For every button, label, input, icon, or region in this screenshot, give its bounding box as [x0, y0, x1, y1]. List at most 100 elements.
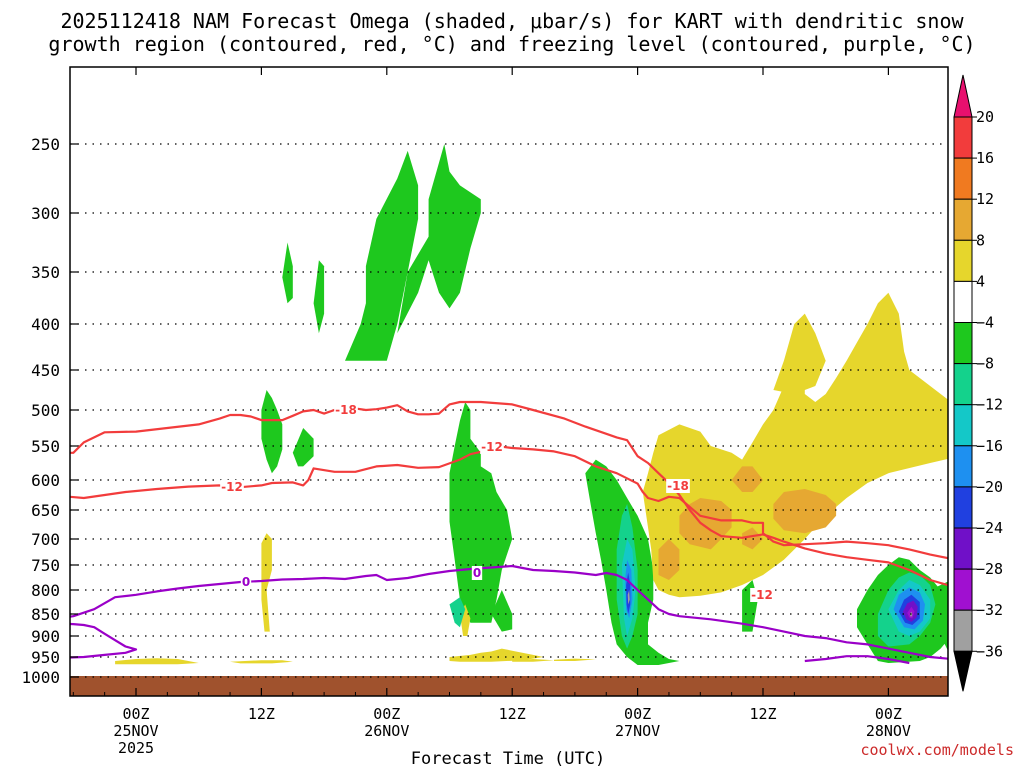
chart-title-line-1: 2025112418 NAM Forecast Omega (shaded, μ… [60, 9, 964, 33]
colorbar-swatch-3 [953, 198, 973, 241]
contour-label-bg [334, 403, 358, 417]
x-tick-label-0-1: 25NOV [113, 722, 158, 740]
omega-region-2 [345, 150, 419, 361]
omega-region-0 [282, 242, 293, 304]
contour-label-bg [220, 480, 244, 494]
contour-freezing [70, 564, 948, 660]
colorbar-swatch-5 [953, 280, 973, 323]
contour-label-bg [750, 588, 774, 602]
colorbar-label-4: 4 [976, 272, 985, 290]
omega-region-15 [449, 648, 544, 662]
omega-region-7 [491, 590, 513, 632]
omega-region-3 [397, 144, 481, 334]
x-tick-label-48-1: 27NOV [615, 722, 660, 740]
contour-label-zero-center: 0 [473, 566, 481, 580]
colorbar-label-8: −16 [976, 437, 1003, 455]
contour-label-bg [480, 440, 504, 454]
y-tick-label-750: 750 [31, 556, 60, 575]
colorbar-swatch-10 [953, 486, 973, 529]
y-tick-label-400: 400 [31, 315, 60, 334]
plot-frame [69, 66, 949, 697]
colorbar-swatch-7 [953, 363, 973, 406]
y-tick-label-700: 700 [31, 530, 60, 549]
contour-minus18 [70, 400, 948, 587]
colorbar-swatch-9 [953, 445, 973, 488]
x-tick-label-36-0: 12Z [499, 705, 526, 723]
colorbar-label-10: −24 [976, 519, 1003, 537]
colorbar-swatch-12 [953, 568, 973, 611]
contour-freezing-east [804, 655, 910, 665]
omega-region-6 [449, 402, 513, 623]
omega-region-19 [642, 292, 948, 598]
y-tick-label-900: 900 [31, 627, 60, 646]
colorbar-label-0: 20 [976, 108, 994, 126]
x-tick-label-0-0: 00Z [122, 705, 149, 723]
colorbar-label-12: −32 [976, 601, 1003, 619]
colorbar-label-6: −8 [976, 355, 994, 373]
ground-surface [70, 676, 948, 696]
colorbar-label-11: −28 [976, 560, 1003, 578]
contour-label-bg [666, 479, 690, 493]
contour-freezing-low [70, 622, 138, 659]
contour-label-minus12-west: -12 [221, 480, 243, 494]
y-tick-label-300: 300 [31, 204, 60, 223]
omega-region-20 [773, 313, 826, 394]
temperature-contours [70, 400, 948, 665]
colorbar-top-arrow [953, 74, 973, 118]
colorbar-label-2: 12 [976, 190, 994, 208]
contour-label-bg [471, 566, 483, 580]
y-tick-label-800: 800 [31, 581, 60, 600]
contour-label-minus18-east: -18 [667, 479, 689, 493]
colorbar-swatch-13 [953, 609, 973, 652]
colorbar-label-7: −12 [976, 396, 1003, 414]
omega-shaded-regions [115, 144, 948, 665]
colorbar-label-13: −36 [976, 642, 1003, 660]
contour-label-minus18: -18 [335, 403, 357, 417]
colorbar-swatch-2 [953, 157, 973, 200]
y-tick-label-850: 850 [31, 605, 60, 624]
colorbar-swatch-1 [953, 116, 973, 159]
omega-region-25 [773, 489, 837, 534]
omega-region-39 [627, 590, 630, 605]
omega-region-4 [261, 390, 283, 474]
contour-labels: -18 -12 -12 -18 -12 0 0 [220, 403, 774, 602]
colorbar-bottom-arrow [953, 650, 973, 692]
colorbar: 20 16 12 8 4 −4 −8 −12 −16 −20 −24 −28 −32 −36 [953, 74, 1003, 692]
colorbar-label-3: 8 [976, 231, 985, 249]
y-tick-label-600: 600 [31, 471, 60, 490]
x-tick-label-12-0: 12Z [248, 705, 275, 723]
colorbar-swatch-8 [953, 404, 973, 447]
y-tick-label-250: 250 [31, 135, 60, 154]
x-tick-label-72-1: 28NOV [866, 722, 911, 740]
omega-region-23 [658, 539, 680, 580]
x-tick-label-60-0: 12Z [749, 705, 776, 723]
contour-label-minus12-center: -12 [481, 440, 503, 454]
y-tick-label-350: 350 [31, 263, 60, 282]
omega-region-1 [313, 260, 325, 334]
y-tick-label-500: 500 [31, 401, 60, 420]
omega-region-14 [261, 533, 272, 632]
chart-title-line-2: growth region (contoured, red, °C) and f… [48, 32, 975, 56]
omega-region-12 [115, 658, 199, 665]
x-tick-label-24-1: 26NOV [364, 722, 409, 740]
omega-region-29 [449, 597, 466, 628]
colorbar-label-9: −20 [976, 478, 1003, 496]
contour-label-zero-west: 0 [242, 575, 250, 589]
credit-text: coolwx.com/models [860, 741, 1014, 759]
y-tick-label-950: 950 [31, 648, 60, 667]
x-tick-label-48-0: 00Z [624, 705, 651, 723]
y-tick-label-550: 550 [31, 437, 60, 456]
colorbar-swatch-11 [953, 527, 973, 570]
omega-region-13 [230, 660, 293, 664]
omega-region-18 [554, 658, 596, 661]
colorbar-label-5: −4 [976, 314, 994, 332]
y-axis: 250 300 350 400 450 500 550 600 650 700 750 800 850 9… [21, 135, 78, 687]
x-axis-title: Forecast Time (UTC) [411, 749, 605, 768]
colorbar-label-1: 16 [976, 149, 994, 167]
y-tick-label-650: 650 [31, 501, 60, 520]
x-tick-label-0-2: 2025 [118, 739, 154, 757]
contour-minus12 [70, 445, 948, 560]
y-tick-label-1000: 1000 [21, 668, 60, 687]
